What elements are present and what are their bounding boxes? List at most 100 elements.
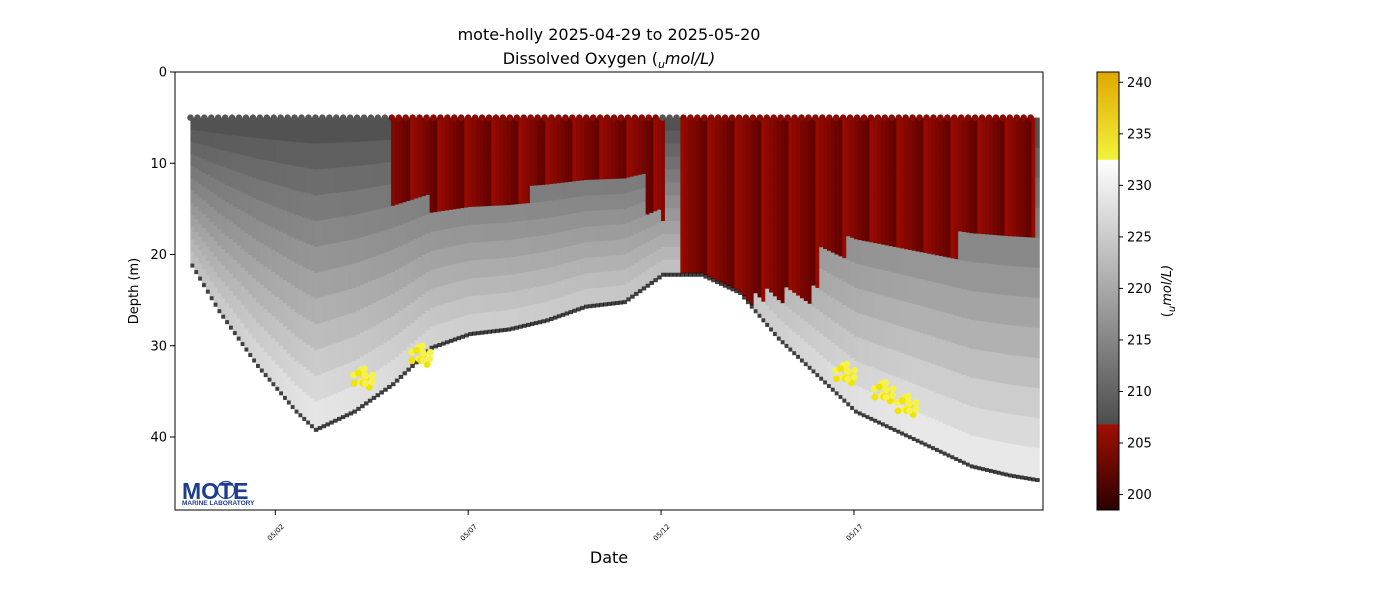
oxygen-cell	[587, 257, 593, 274]
oxygen-cell	[749, 179, 755, 197]
oxygen-cell	[472, 313, 477, 333]
seafloor-mark	[772, 332, 778, 337]
oxygen-cell	[900, 379, 905, 406]
seafloor-mark	[1023, 476, 1029, 481]
seafloor-mark	[460, 334, 465, 339]
oxygen-cell	[348, 117, 354, 143]
oxygen-cell	[194, 193, 199, 208]
oxygen-cell	[622, 224, 627, 240]
seafloor-mark	[973, 465, 979, 470]
oxygen-cell	[475, 242, 481, 261]
oxygen-cell	[977, 408, 982, 438]
high-oxygen-point	[361, 371, 369, 379]
oxygen-cell	[398, 181, 404, 204]
oxygen-cell	[213, 241, 219, 257]
oxygen-cell	[877, 269, 882, 295]
profile-column	[607, 117, 612, 306]
oxygen-cell	[310, 194, 315, 221]
oxygen-cell	[310, 219, 315, 246]
oxygen-cell	[888, 220, 894, 247]
oxygen-cell	[360, 284, 365, 310]
oxygen-cell	[367, 164, 373, 189]
oxygen-cell	[850, 333, 855, 359]
oxygen-cell	[726, 159, 732, 175]
high-oxygen-point	[882, 385, 890, 393]
oxygen-cell	[911, 250, 917, 278]
surface-point	[680, 114, 687, 121]
oxygen-cell	[691, 169, 697, 183]
seafloor-mark	[475, 331, 481, 336]
oxygen-cell	[784, 136, 789, 156]
seafloor-mark	[394, 378, 400, 383]
oxygen-cell	[734, 231, 739, 247]
oxygen-cell	[576, 291, 581, 308]
profile-column	[595, 117, 600, 308]
colorbar-tick-label: 235	[1127, 127, 1152, 142]
seafloor-mark	[776, 336, 782, 341]
oxygen-cell	[329, 168, 334, 194]
oxygen-cell	[533, 168, 539, 186]
oxygen-cell	[753, 261, 759, 278]
oxygen-cell	[738, 189, 743, 205]
oxygen-cell	[830, 185, 836, 209]
oxygen-cell	[406, 200, 411, 223]
oxygen-cell	[302, 317, 307, 343]
oxygen-cell	[479, 241, 485, 261]
oxygen-cell	[429, 212, 435, 233]
oxygen-cell	[205, 261, 211, 276]
oxygen-cell	[549, 150, 554, 168]
oxygen-cell	[811, 117, 816, 140]
oxygen-cell	[294, 141, 300, 167]
oxygen-cell	[977, 262, 982, 293]
oxygen-cell	[448, 283, 454, 303]
oxygen-cell	[271, 205, 276, 229]
surface-point	[937, 114, 944, 121]
oxygen-cell	[202, 186, 207, 201]
oxygen-cell	[680, 233, 685, 248]
oxygen-cell	[576, 165, 581, 182]
oxygen-cell	[221, 298, 226, 316]
high-oxygen-point	[882, 393, 890, 401]
oxygen-cell	[931, 364, 936, 392]
oxygen-cell	[232, 295, 238, 314]
oxygen-cell	[865, 191, 870, 218]
oxygen-cell	[1008, 176, 1013, 208]
oxygen-cell	[807, 158, 813, 181]
oxygen-cell	[934, 172, 940, 201]
oxygen-cell	[630, 265, 635, 281]
oxygen-cell	[402, 202, 408, 224]
oxygen-cell	[383, 275, 388, 299]
oxygen-cell	[1019, 266, 1025, 298]
seafloor-mark	[857, 411, 863, 416]
oxygen-cell	[472, 171, 477, 190]
oxygen-cell	[394, 291, 400, 314]
oxygen-cell	[202, 227, 207, 243]
oxygen-cell	[1035, 207, 1040, 239]
oxygen-cell	[406, 263, 411, 285]
chart-subtitle: Dissolved Oxygen (umol/L)	[503, 49, 716, 71]
oxygen-cell	[965, 175, 971, 205]
seafloor-mark	[221, 314, 226, 319]
oxygen-cell	[568, 197, 573, 215]
profile-column	[730, 117, 735, 292]
oxygen-cell	[614, 194, 620, 210]
profile-column	[977, 117, 982, 471]
oxygen-cell	[468, 135, 473, 154]
oxygen-cell	[996, 205, 1002, 236]
oxygen-cell	[680, 221, 685, 235]
oxygen-cell	[429, 136, 435, 157]
oxygen-cell	[769, 170, 774, 189]
oxygen-cell	[850, 237, 855, 263]
oxygen-cell	[726, 215, 732, 231]
oxygen-cell	[653, 238, 658, 252]
oxygen-cell	[452, 300, 458, 320]
oxygen-cell	[1027, 357, 1033, 388]
oxygen-cell	[452, 264, 458, 284]
oxygen-cell	[668, 117, 674, 132]
oxygen-cell	[969, 233, 975, 263]
oxygen-cell	[730, 188, 735, 203]
oxygen-cell	[445, 321, 450, 341]
oxygen-cell	[468, 278, 473, 297]
oxygen-cell	[564, 214, 570, 232]
oxygen-cell	[830, 230, 836, 254]
